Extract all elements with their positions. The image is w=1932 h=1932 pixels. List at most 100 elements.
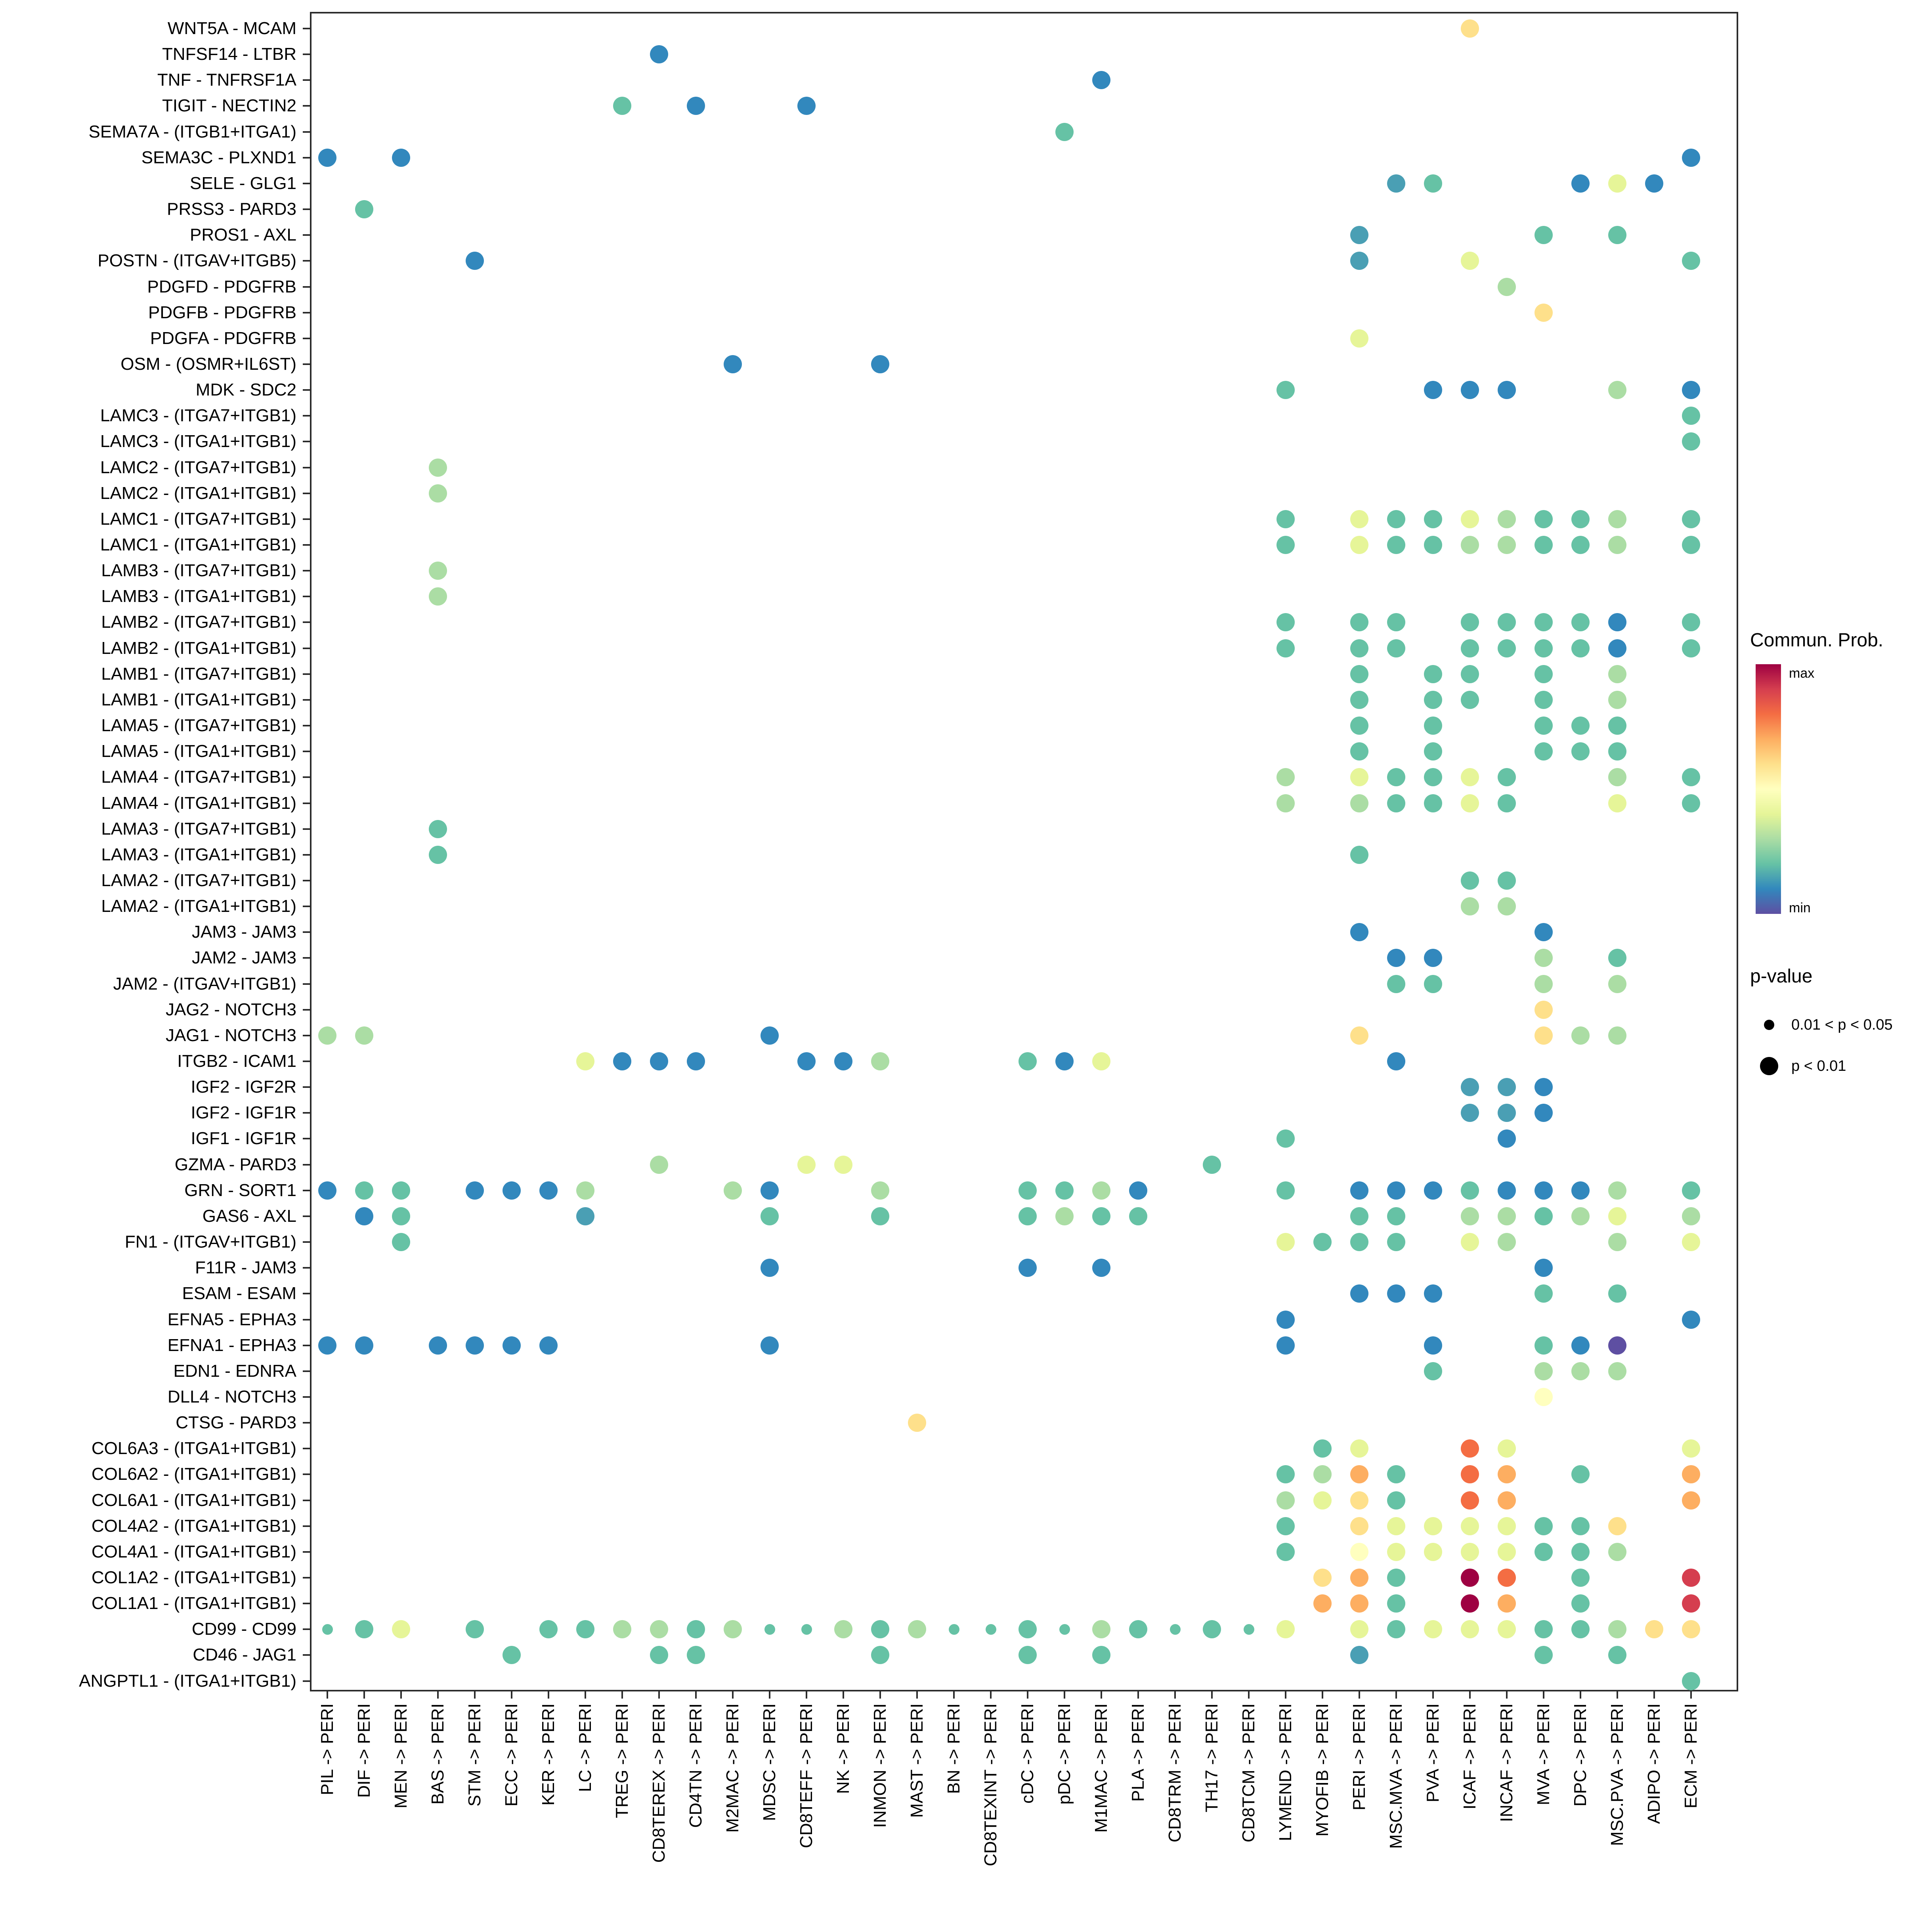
dot [1682, 407, 1700, 425]
dot [871, 1620, 889, 1639]
x-axis-label: LYMEND -> PERI [1276, 1703, 1295, 1841]
dot [1277, 1336, 1295, 1355]
dot [1461, 794, 1479, 812]
dot [392, 1181, 410, 1200]
dot [1571, 1517, 1590, 1535]
dot [687, 1620, 705, 1639]
y-axis-tick [303, 1034, 310, 1036]
dot [1461, 768, 1479, 787]
pvalue-small-label: 0.01 < p < 0.05 [1791, 1016, 1893, 1033]
dot [1387, 1491, 1405, 1510]
dot [1313, 1594, 1332, 1613]
y-axis-label: EFNA1 - EPHA3 [167, 1335, 296, 1355]
y-axis-tick [303, 879, 310, 881]
dot [1019, 1259, 1037, 1277]
y-axis-label: IGF1 - IGF1R [191, 1129, 296, 1148]
y-axis-tick [303, 1370, 310, 1372]
y-axis-tick [303, 389, 310, 391]
dot [908, 1414, 926, 1432]
dot [1608, 226, 1626, 245]
dot [1019, 1181, 1037, 1200]
dot [1055, 1052, 1074, 1070]
dot [1498, 536, 1516, 554]
y-axis-tick [303, 1422, 310, 1424]
dot [1092, 1646, 1110, 1664]
dot [1498, 1542, 1516, 1561]
x-axis-label: ADIPO -> PERI [1644, 1703, 1664, 1824]
dot [539, 1181, 558, 1200]
dot [1387, 174, 1405, 193]
dot [1277, 381, 1295, 399]
y-axis-tick [303, 1241, 310, 1243]
dot [797, 1155, 816, 1174]
x-axis-label: PVA -> PERI [1423, 1703, 1443, 1802]
x-axis-tick [879, 1691, 881, 1699]
x-axis-label: DPC -> PERI [1571, 1703, 1590, 1807]
dot [1498, 1129, 1516, 1148]
dot [1645, 174, 1663, 193]
dot [539, 1620, 558, 1639]
y-axis-label: GZMA - PARD3 [174, 1154, 296, 1174]
dot [1608, 174, 1626, 193]
x-axis-label: TH17 -> PERI [1202, 1703, 1221, 1813]
dot [1571, 1620, 1590, 1639]
x-axis-label: ICAF -> PERI [1460, 1703, 1479, 1810]
dot [1350, 252, 1368, 270]
dot [1608, 613, 1626, 632]
y-axis-tick [303, 1525, 310, 1527]
y-axis-label: LAMB2 - (ITGA7+ITGB1) [101, 612, 296, 632]
pvalue-small-dot-icon [1764, 1020, 1774, 1030]
y-axis-label: F11R - JAM3 [195, 1258, 296, 1278]
dot [1277, 536, 1295, 554]
dot [985, 1624, 996, 1635]
dot [1535, 717, 1553, 735]
dot [1682, 510, 1700, 528]
x-axis-label: CD8TEXINT -> PERI [981, 1703, 1000, 1867]
dot [1535, 742, 1553, 761]
dot [1682, 1594, 1700, 1613]
colorbar-max-label: max [1789, 666, 1815, 681]
y-axis-label: LAMC1 - (ITGA7+ITGB1) [100, 509, 296, 529]
dot [1682, 639, 1700, 657]
y-axis-tick [303, 466, 310, 468]
y-axis-tick [303, 854, 310, 856]
x-axis-label: BN -> PERI [944, 1703, 963, 1794]
dot [355, 1207, 373, 1225]
dot [1129, 1181, 1147, 1200]
dot [503, 1181, 521, 1200]
dot [1498, 794, 1516, 812]
dot [1461, 639, 1479, 657]
dot [1277, 1129, 1295, 1148]
dot [1424, 690, 1442, 709]
y-axis-tick [303, 234, 310, 236]
dot [1313, 1569, 1332, 1587]
x-axis-label: MYOFIB -> PERI [1313, 1703, 1332, 1837]
y-axis-label: LAMA3 - (ITGA7+ITGB1) [101, 819, 296, 839]
dot [576, 1052, 594, 1070]
x-axis-label: STM -> PERI [465, 1703, 484, 1807]
dot [1277, 794, 1295, 812]
dot [1387, 1052, 1405, 1070]
dot [613, 1620, 631, 1639]
dot [1608, 665, 1626, 683]
dot [322, 1624, 333, 1635]
dot [1498, 1465, 1516, 1484]
dot [1387, 1517, 1405, 1535]
dot [1608, 1336, 1626, 1355]
x-axis-label: cDC -> PERI [1018, 1703, 1037, 1804]
dot [1424, 768, 1442, 787]
dot [1571, 1569, 1590, 1587]
dot [1498, 1104, 1516, 1122]
dot [613, 1052, 631, 1070]
dot [1350, 1594, 1368, 1613]
dot [392, 1207, 410, 1225]
x-axis-tick [1580, 1691, 1581, 1699]
y-axis-tick [303, 1396, 310, 1398]
dot [1682, 1620, 1700, 1639]
y-axis-tick [303, 182, 310, 184]
dot [1092, 1181, 1110, 1200]
x-axis-tick [769, 1691, 770, 1699]
dot [1350, 1620, 1368, 1639]
y-axis-label: CD46 - JAG1 [193, 1645, 296, 1665]
dot [1461, 1207, 1479, 1225]
